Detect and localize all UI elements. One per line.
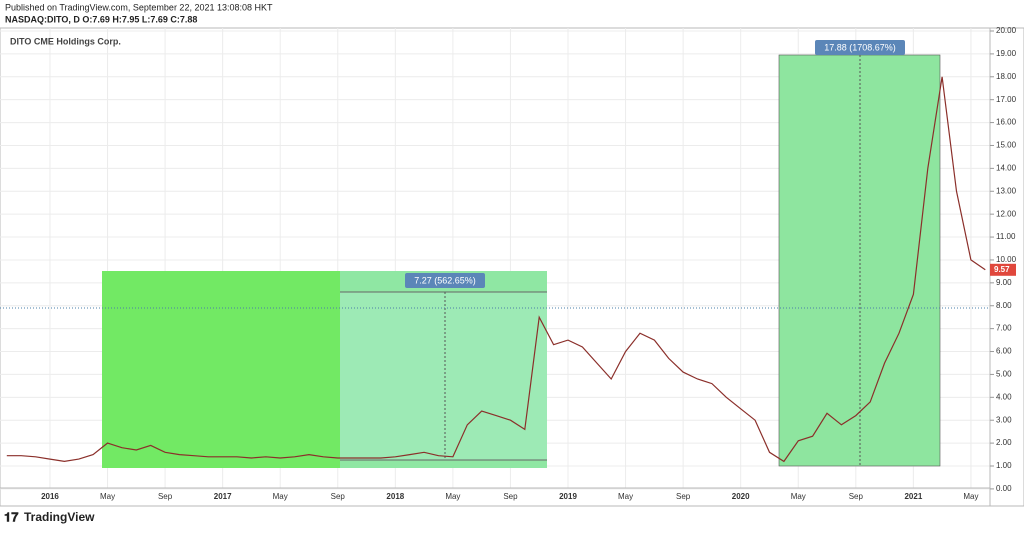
range-box	[102, 271, 340, 468]
logo-icon: 𝟏𝟕	[4, 509, 19, 524]
last-price-bg	[990, 263, 1016, 276]
x-tick-label: Sep	[503, 492, 518, 501]
y-tick-label: 8.00	[996, 301, 1012, 310]
measure-label-bg	[405, 273, 485, 288]
measure-label-bg	[815, 40, 905, 55]
last-price-label: 9.57	[994, 265, 1010, 274]
x-tick-label: 2020	[732, 492, 750, 501]
published-info: Published on TradingView.com, September …	[5, 2, 273, 12]
x-tick-label: 2018	[386, 492, 404, 501]
chart-frame	[0, 27, 1024, 507]
x-tick-label: 2017	[214, 492, 232, 501]
y-tick-label: 10.00	[996, 255, 1017, 264]
x-tick-label: 2016	[41, 492, 59, 501]
y-tick-label: 4.00	[996, 392, 1012, 401]
measure-box	[340, 292, 547, 460]
price-line	[6, 76, 986, 463]
measure-label: 7.27 (562.65%)	[414, 275, 476, 285]
y-tick-label: 15.00	[996, 141, 1017, 150]
x-tick-label: Sep	[676, 492, 691, 501]
y-tick-label: 18.00	[996, 72, 1017, 81]
y-tick-label: 3.00	[996, 415, 1012, 424]
x-tick-label: Sep	[331, 492, 346, 501]
y-tick-label: 13.00	[996, 186, 1017, 195]
brand: TradingView	[24, 510, 95, 524]
x-tick-label: May	[963, 492, 978, 501]
y-tick-label: 20.00	[996, 26, 1017, 35]
symbol-info: NASDAQ:DITO, D O:7.69 H:7.95 L:7.69 C:7.…	[5, 14, 197, 24]
y-tick-label: 2.00	[996, 438, 1012, 447]
y-tick-label: 17.00	[996, 95, 1017, 104]
y-tick-label: 19.00	[996, 49, 1017, 58]
y-tick-label: 0.00	[996, 484, 1012, 493]
y-tick-label: 9.00	[996, 278, 1012, 287]
x-tick-label: May	[445, 492, 460, 501]
x-tick-label: May	[273, 492, 288, 501]
y-tick-label: 5.00	[996, 370, 1012, 379]
y-tick-label: 7.00	[996, 324, 1012, 333]
measure-label: 17.88 (1708.67%)	[824, 42, 896, 52]
x-tick-label: 2021	[904, 492, 922, 501]
y-tick-label: 6.00	[996, 347, 1012, 356]
y-tick-label: 1.00	[996, 461, 1012, 470]
y-tick-label: 14.00	[996, 163, 1017, 172]
x-tick-label: May	[618, 492, 633, 501]
y-tick-label: 11.00	[996, 232, 1016, 241]
y-tick-label: 16.00	[996, 118, 1017, 127]
x-tick-label: 2019	[559, 492, 577, 501]
x-tick-label: Sep	[849, 492, 864, 501]
chart-title: DITO CME Holdings Corp.	[10, 36, 121, 46]
x-tick-label: Sep	[158, 492, 173, 501]
y-tick-label: 12.00	[996, 209, 1017, 218]
x-tick-label: May	[791, 492, 806, 501]
x-tick-label: May	[100, 492, 115, 501]
